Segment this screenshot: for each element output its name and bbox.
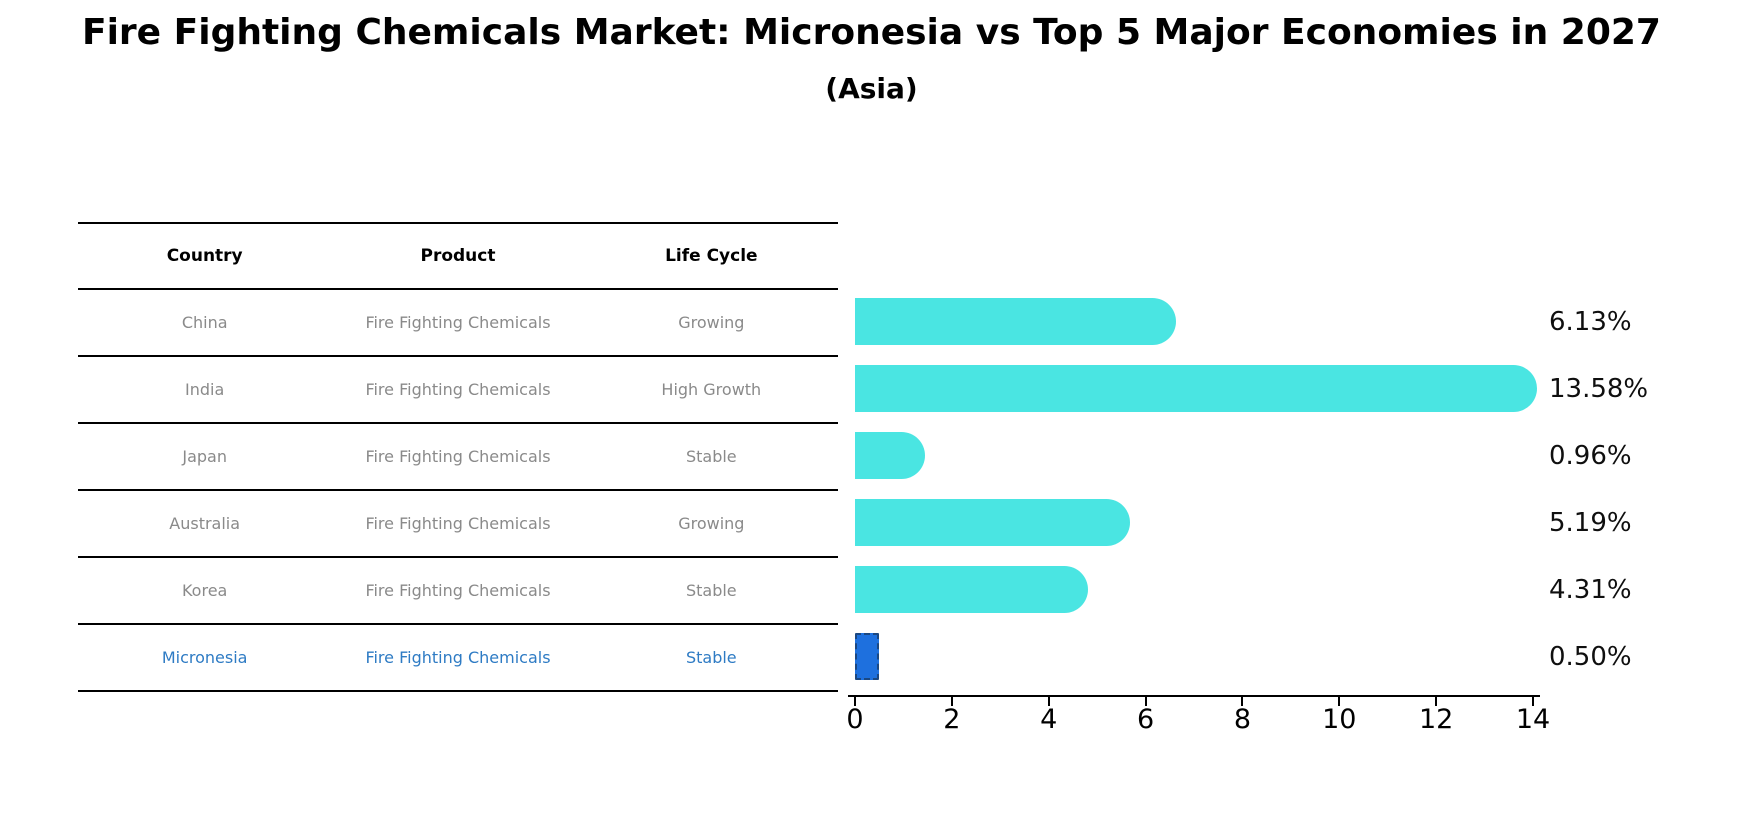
table-row-australia: Australia Fire Fighting Chemicals Growing (78, 489, 838, 556)
x-axis-label-2: 2 (943, 704, 961, 735)
x-axis-label-6: 6 (1136, 704, 1155, 735)
x-axis-tick-14 (1532, 697, 1534, 706)
lifecycle-cell: High Growth (661, 380, 762, 399)
product-cell: Fire Fighting Chemicals (365, 514, 551, 533)
country-cell: India (185, 380, 225, 399)
table-header-product: Product (420, 246, 496, 266)
lifecycle-cell: Stable (685, 648, 737, 667)
x-axis-tick-4 (1047, 697, 1050, 706)
product-cell: Fire Fighting Chemicals (365, 313, 551, 332)
table-row-micronesia: Micronesia Fire Fighting Chemicals Stable (78, 623, 838, 690)
lifecycle-cell: Stable (685, 447, 737, 466)
table-row-korea: Korea Fire Fighting Chemicals Stable (78, 556, 838, 623)
bar-australia (855, 499, 1131, 546)
x-axis-tick-12 (1435, 697, 1438, 706)
value-label-australia: 5.19% (1549, 507, 1632, 538)
lifecycle-cell: Growing (678, 313, 745, 332)
x-axis-tick-8 (1241, 697, 1244, 706)
bar-india (855, 365, 1537, 412)
product-cell: Fire Fighting Chemicals (365, 581, 551, 600)
country-cell: Australia (169, 514, 241, 533)
x-axis-label-4: 4 (1040, 704, 1058, 735)
country-cell: Japan (182, 447, 227, 466)
product-cell: Fire Fighting Chemicals (365, 380, 551, 399)
lifecycle-cell: Stable (685, 581, 737, 600)
chart-title: Fire Fighting Chemicals Market: Micrones… (82, 12, 1661, 53)
x-axis-tick-0 (854, 697, 856, 706)
x-axis-label-8: 8 (1233, 704, 1252, 735)
value-label-china: 6.13% (1549, 306, 1632, 337)
bar-micronesia (855, 633, 880, 680)
table-row-india: India Fire Fighting Chemicals High Growth (78, 355, 838, 422)
product-cell: Fire Fighting Chemicals (365, 648, 551, 667)
bar-china (855, 298, 1176, 345)
table-header-country: Country (166, 246, 243, 266)
chart-subtitle: (Asia) (825, 72, 918, 105)
x-axis-label-14: 14 (1515, 704, 1551, 735)
summary-table: Country Product Life Cycle China Fire Fig… (78, 222, 838, 692)
bar-japan (855, 432, 926, 479)
country-cell: China (181, 313, 228, 332)
table-header-lifecycle: Life Cycle (665, 246, 758, 266)
bar-chart: 6.13% 13.58% 0.96% 5.19% 4.31% 0.50% 0 2 4 6 8 10 12… (846, 288, 1648, 735)
value-label-japan: 0.96% (1549, 440, 1632, 471)
x-axis-label-10: 10 (1322, 704, 1357, 735)
table-row-japan: Japan Fire Fighting Chemicals Stable (78, 422, 838, 489)
x-axis-line (848, 695, 1540, 697)
table-body: China Fire Fighting Chemicals Growing India… (78, 288, 838, 690)
x-axis-label-12: 12 (1418, 704, 1454, 735)
x-axis-tick-10 (1338, 697, 1341, 706)
product-cell: Fire Fighting Chemicals (365, 447, 551, 466)
lifecycle-cell: Growing (678, 514, 745, 533)
country-cell: Korea (181, 581, 228, 600)
x-axis-label-0: 0 (846, 704, 864, 735)
country-cell: Micronesia (161, 648, 248, 667)
table-row-china: China Fire Fighting Chemicals Growing (78, 288, 838, 355)
x-axis-tick-2 (950, 697, 953, 706)
value-label-korea: 4.31% (1549, 574, 1632, 605)
value-label-micronesia: 0.50% (1549, 641, 1632, 672)
value-label-india: 13.58% (1549, 373, 1649, 404)
table-header-row: Country Product Life Cycle (78, 222, 838, 288)
x-axis-tick-6 (1144, 697, 1147, 706)
bar-korea (855, 566, 1088, 613)
